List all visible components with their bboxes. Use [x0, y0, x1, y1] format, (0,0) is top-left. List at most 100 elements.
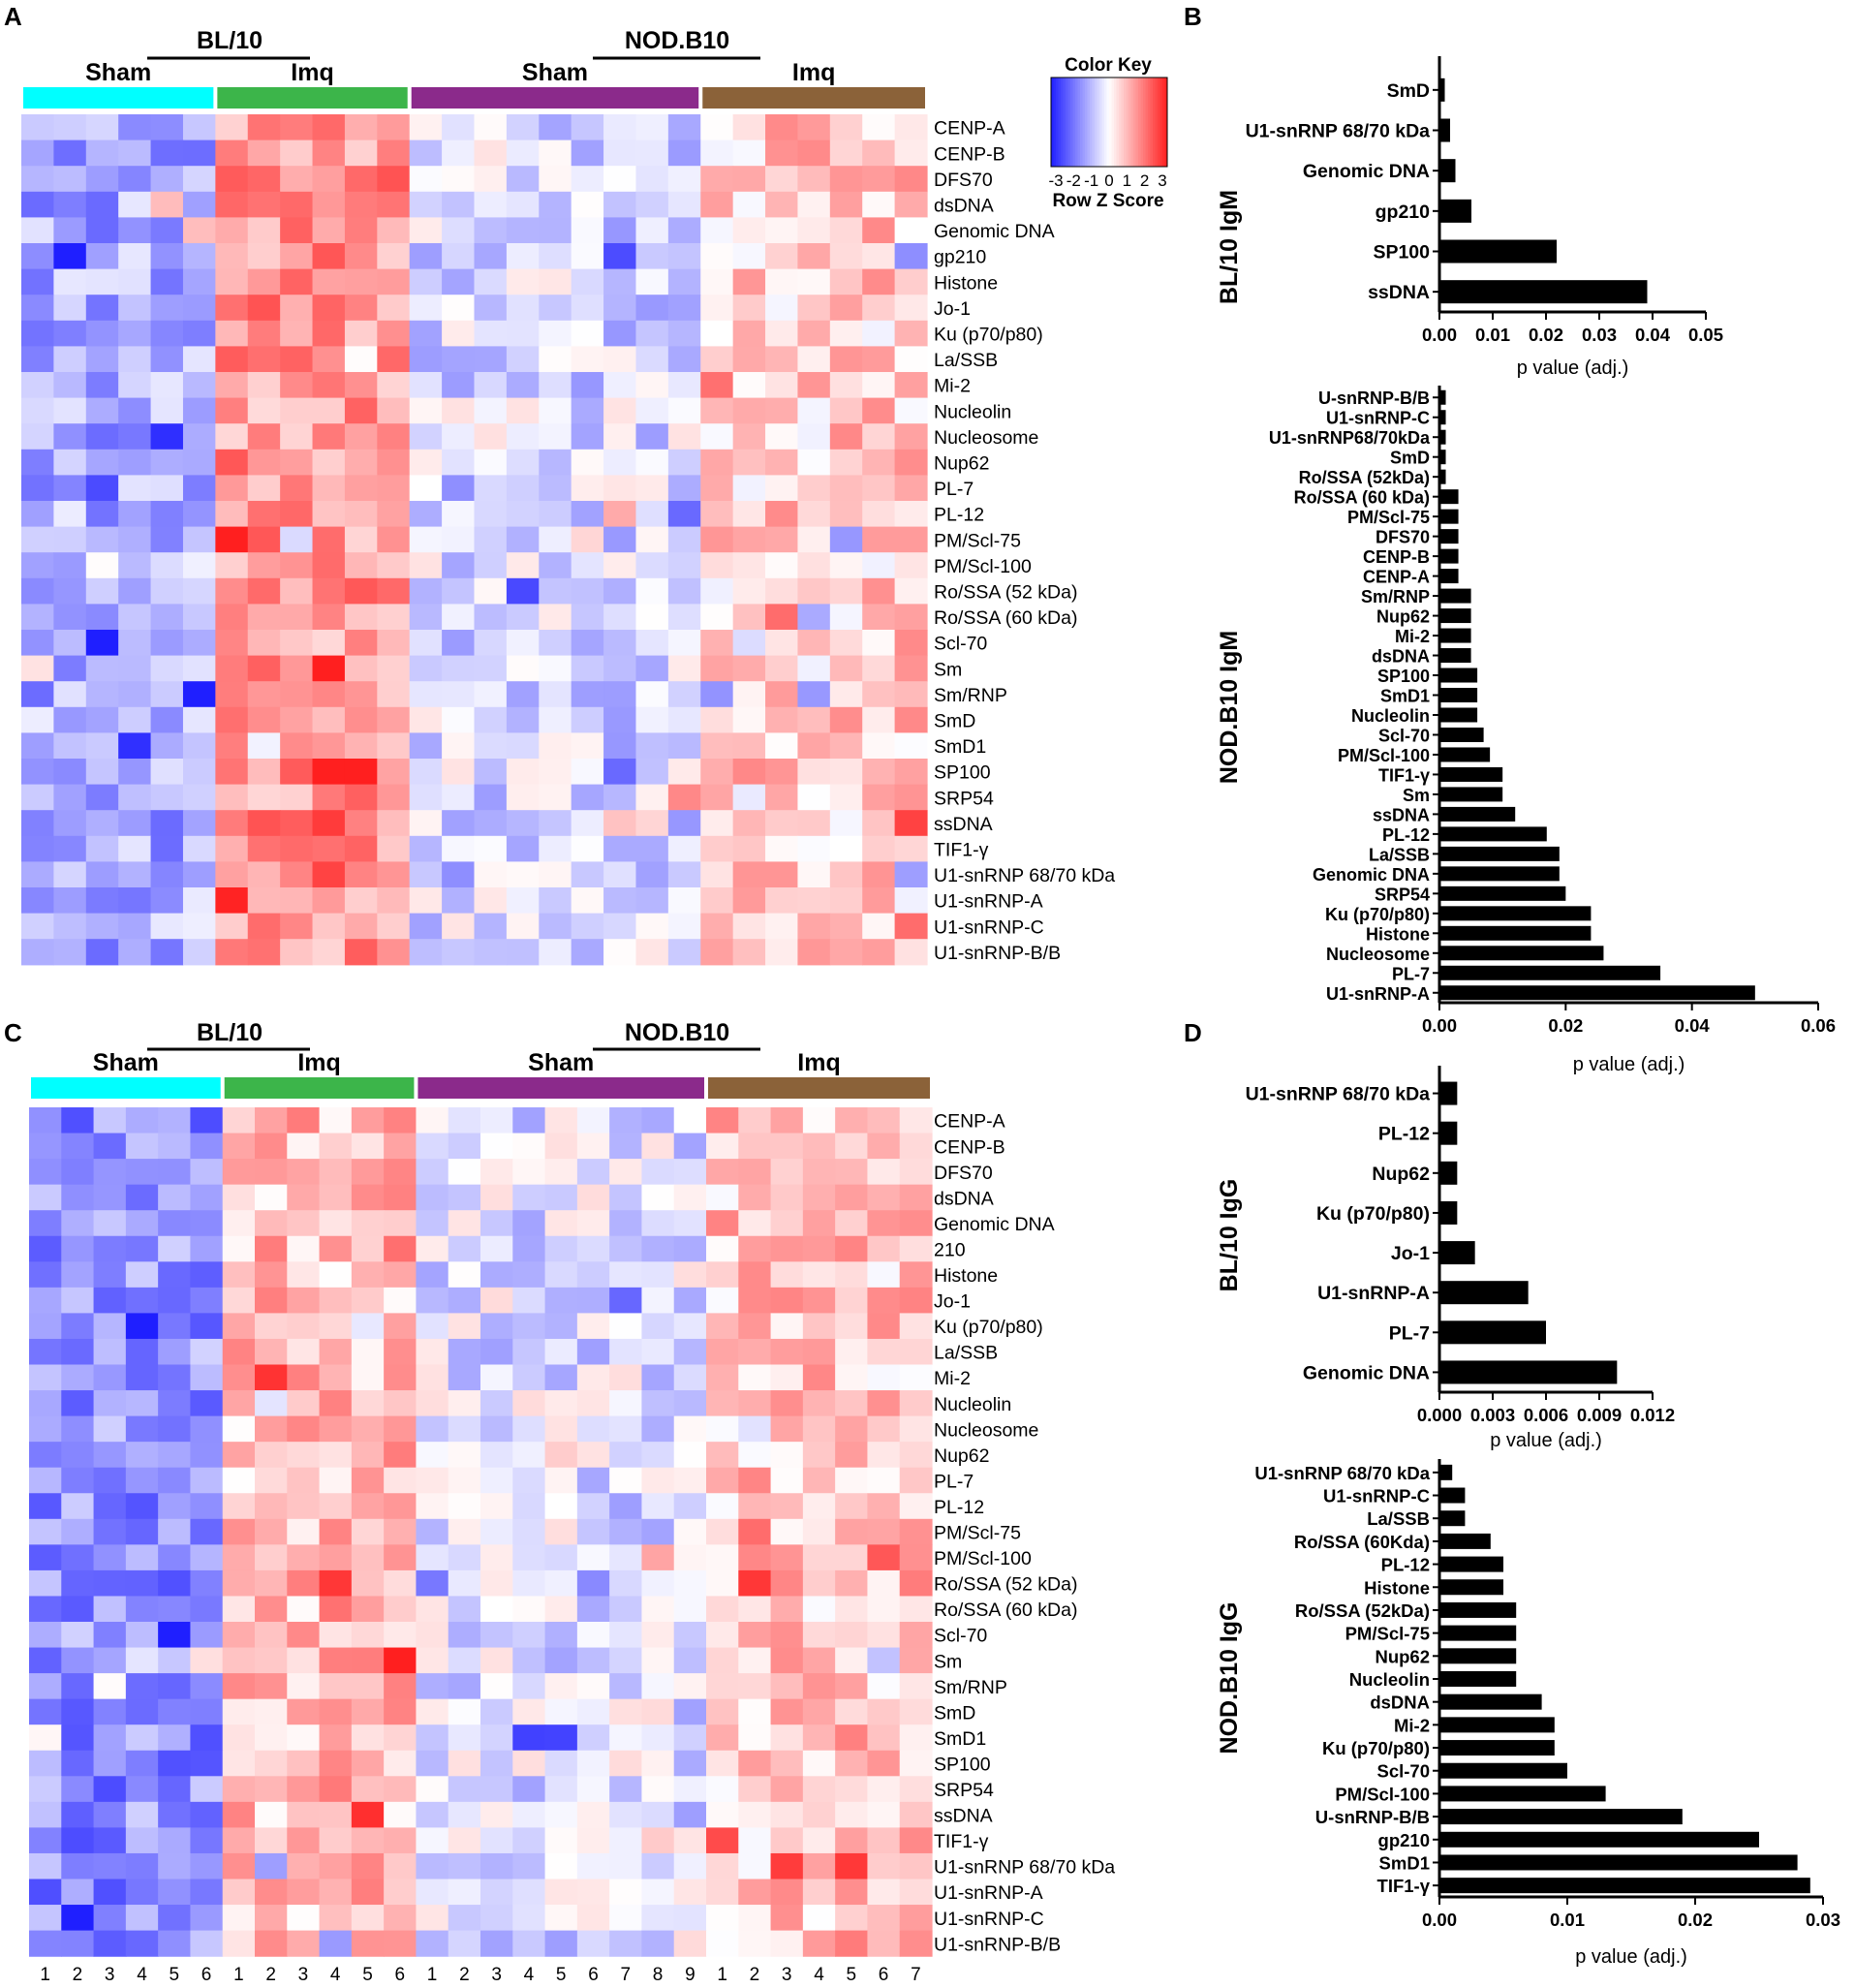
heatmap-cell — [319, 1750, 353, 1777]
heatmap-cell — [512, 1133, 546, 1160]
heatmap-cell — [93, 1622, 127, 1649]
heatmap-cell — [280, 604, 314, 631]
heatmap-cell — [125, 1879, 159, 1906]
heatmap-cell — [448, 1261, 481, 1289]
heatmap-cell — [480, 1518, 513, 1545]
heatmap-cell — [506, 784, 540, 811]
heatmap-cell — [706, 1210, 739, 1237]
heatmap-cell — [287, 1518, 321, 1545]
heatmap-cell — [474, 681, 508, 708]
heatmap-cell — [93, 1852, 127, 1880]
heatmap-cell — [603, 449, 637, 476]
heatmap-cell — [732, 140, 766, 167]
heatmap-cell — [150, 887, 184, 915]
heatmap-cell — [125, 1518, 159, 1545]
heatmap-cell — [539, 501, 572, 528]
column-label: 5 — [556, 1965, 567, 1985]
heatmap-cell — [416, 1673, 449, 1700]
heatmap-cell — [506, 913, 540, 940]
row-label-tif1: TIF1-γ — [934, 840, 989, 861]
heatmap-cell — [635, 217, 669, 244]
heatmap-cell — [506, 140, 540, 167]
heatmap-cell — [442, 268, 476, 295]
heatmap-cell — [377, 166, 411, 193]
heatmap-cell — [85, 835, 119, 862]
heatmap-cell — [21, 295, 54, 322]
heatmap-cell — [512, 1544, 546, 1571]
color-key-swatch — [1124, 78, 1127, 167]
heatmap-cell — [21, 604, 54, 631]
heatmap-cell — [280, 887, 314, 915]
row-label-jo-1: Jo-1 — [934, 1291, 971, 1313]
heatmap-cell — [53, 681, 87, 708]
heatmap-cell — [287, 1467, 321, 1494]
heatmap-cell — [802, 1133, 836, 1160]
heatmap-cell — [829, 913, 863, 940]
heatmap-cell — [867, 1698, 901, 1725]
heatmap-cell — [351, 1313, 385, 1340]
heatmap-cell — [506, 604, 540, 631]
heatmap-cell — [894, 166, 928, 193]
row-label-ro-ssa-52-kda: Ro/SSA (52 kDa) — [934, 1574, 1077, 1596]
heatmap-cell — [765, 397, 799, 424]
heatmap-cell — [448, 1442, 481, 1469]
heatmap-cell — [280, 501, 314, 528]
heatmap-cell — [802, 1364, 836, 1391]
heatmap-cell — [190, 1261, 224, 1289]
heatmap-cell — [641, 1698, 675, 1725]
heatmap-cell — [571, 630, 604, 657]
heatmap-cell — [29, 1442, 62, 1469]
heatmap-cell — [765, 140, 799, 167]
heatmap-cell — [53, 630, 87, 657]
heatmap-cell — [222, 1879, 256, 1906]
heatmap-cell — [474, 475, 508, 502]
row-label-sp100: SP100 — [934, 762, 991, 784]
heatmap-cell — [544, 1622, 578, 1649]
heatmap-cell — [765, 217, 799, 244]
heatmap-cell — [867, 1776, 901, 1803]
heatmap-cell — [190, 1622, 224, 1649]
heatmap-cell — [673, 1184, 707, 1211]
heatmap-cell — [603, 320, 637, 347]
heatmap-cell — [738, 1442, 772, 1469]
heatmap-cell — [899, 1852, 933, 1880]
heatmap-cell — [53, 217, 87, 244]
heatmap-cell — [29, 1596, 62, 1623]
heatmap-cell — [835, 1261, 869, 1289]
heatmap-cell — [158, 1647, 192, 1674]
heatmap-cell — [448, 1827, 481, 1854]
heatmap-cell — [765, 243, 799, 270]
bar-label-scl-70: Scl-70 — [1376, 1761, 1430, 1782]
heatmap-cell — [635, 166, 669, 193]
heatmap-cell — [641, 1133, 675, 1160]
heatmap-cell — [765, 114, 799, 141]
heatmap-cell — [222, 1596, 256, 1623]
heatmap-cell — [448, 1622, 481, 1649]
heatmap-cell — [539, 939, 572, 966]
heatmap-cell — [190, 1827, 224, 1854]
heatmap-cell — [158, 1261, 192, 1289]
heatmap-cell — [635, 475, 669, 502]
heatmap-cell — [609, 1569, 643, 1598]
heatmap-cell — [247, 295, 281, 322]
heatmap-cell — [255, 1930, 288, 1957]
color-key-swatch — [1130, 78, 1134, 167]
heatmap-cell — [609, 1493, 643, 1520]
heatmap-cell — [61, 1544, 95, 1571]
heatmap-cell — [867, 1852, 901, 1880]
heatmap-cell — [899, 1596, 933, 1623]
heatmap-cell — [377, 346, 411, 373]
heatmap-cell — [280, 630, 314, 657]
heatmap-cell — [673, 1493, 707, 1520]
bar-label-ku-p70-p80: Ku (p70/p80) — [1316, 1203, 1430, 1225]
heatmap-cell — [182, 630, 216, 657]
heatmap-cell — [539, 706, 572, 733]
heatmap-cell — [899, 1442, 933, 1469]
color-key-swatch — [1090, 78, 1093, 167]
heatmap-cell — [53, 268, 87, 295]
heatmap-cell — [512, 1261, 546, 1289]
heatmap-cell — [544, 1879, 578, 1906]
heatmap-cell — [409, 449, 443, 476]
heatmap-cell — [862, 913, 896, 940]
